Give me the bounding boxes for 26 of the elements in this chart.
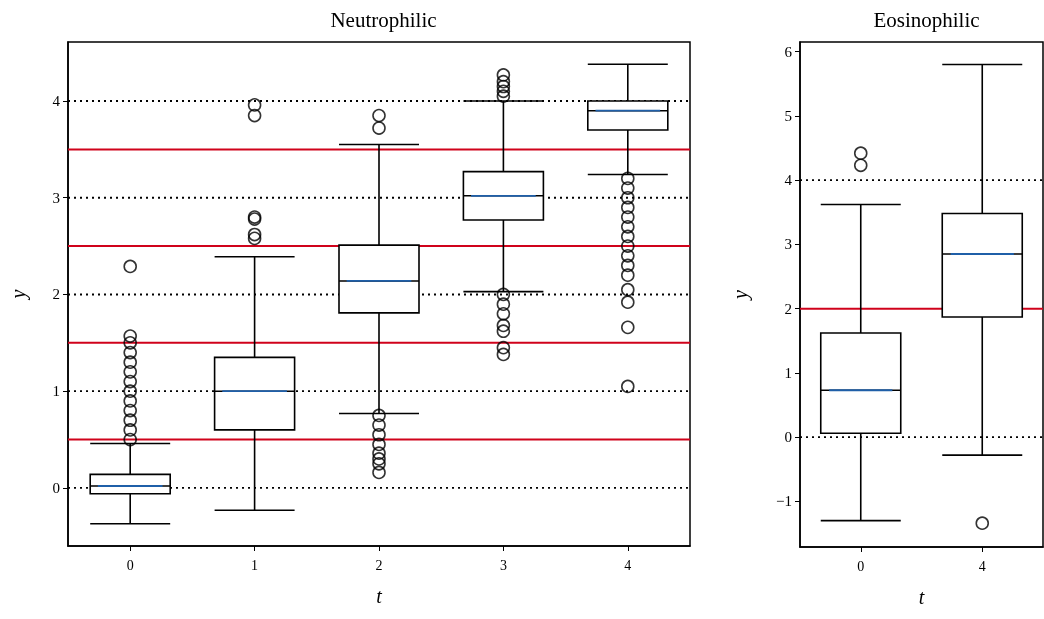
x-tick-label: 0: [126, 557, 134, 573]
y-tick-label: −1: [776, 493, 792, 510]
y-tick-label: 5: [784, 107, 792, 124]
y-tick-label: 0: [52, 479, 60, 496]
y-tick-label: 0: [784, 429, 792, 446]
y-tick-label: 2: [52, 286, 60, 303]
y-axis-title: y: [7, 289, 30, 301]
x-axis-title: t: [376, 585, 383, 607]
y-axis-title: y: [729, 289, 752, 301]
y-tick-label: 4: [784, 172, 793, 189]
x-tick-label: 3: [499, 557, 507, 573]
x-tick-label: 4: [624, 557, 632, 573]
y-tick-label: 3: [784, 236, 792, 253]
chart-title: Eosinophilic: [873, 7, 980, 32]
chart-title: Neutrophilic: [330, 7, 437, 32]
x-tick-label: 0: [857, 558, 865, 574]
x-axis-title: t: [918, 586, 925, 608]
x-tick-label: 1: [251, 557, 259, 573]
y-tick-label: 1: [52, 383, 60, 400]
x-tick-label: 4: [978, 558, 986, 574]
x-tick-label: 2: [375, 557, 383, 573]
y-tick-label: 1: [784, 364, 792, 381]
y-tick-label: 6: [784, 43, 793, 60]
y-tick-label: 3: [52, 189, 60, 206]
y-tick-label: 2: [784, 300, 792, 317]
y-tick-label: 4: [52, 93, 61, 110]
